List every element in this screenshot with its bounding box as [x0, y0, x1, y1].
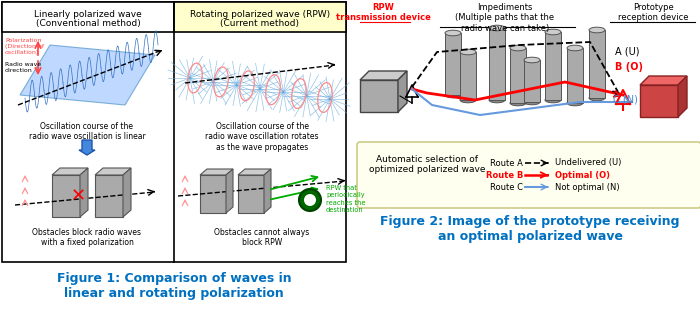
Text: Figure 2: Image of the prototype receiving
an optimal polarized wave: Figure 2: Image of the prototype receivi… — [380, 215, 680, 243]
FancyBboxPatch shape — [357, 142, 700, 208]
Text: RPW
transmission device: RPW transmission device — [335, 3, 430, 22]
Polygon shape — [678, 76, 687, 117]
Ellipse shape — [524, 57, 540, 63]
Ellipse shape — [545, 29, 561, 35]
Polygon shape — [360, 71, 407, 80]
Ellipse shape — [524, 99, 540, 105]
Text: (Conventional method): (Conventional method) — [36, 19, 141, 28]
Text: Route B: Route B — [486, 170, 523, 180]
Ellipse shape — [489, 25, 505, 31]
Bar — [545, 32, 561, 100]
Text: Not optimal (N): Not optimal (N) — [555, 182, 620, 192]
Text: Obstacles cannot always
block RPW: Obstacles cannot always block RPW — [214, 228, 309, 247]
Polygon shape — [80, 168, 88, 217]
Polygon shape — [640, 76, 687, 85]
Text: Impediments
(Multiple paths that the
radio wave can take): Impediments (Multiple paths that the rad… — [456, 3, 554, 33]
Bar — [2, 2, 346, 262]
Bar — [360, 80, 398, 112]
Bar — [524, 60, 540, 102]
Text: Obstacles block radio waves
with a fixed polarization: Obstacles block radio waves with a fixed… — [32, 228, 141, 247]
Ellipse shape — [545, 97, 561, 103]
Text: Route A: Route A — [490, 158, 523, 168]
Bar — [510, 48, 526, 103]
Polygon shape — [264, 169, 271, 213]
Text: RPW that
periodically
reaches the
destination: RPW that periodically reaches the destin… — [326, 185, 365, 214]
Bar — [567, 48, 583, 103]
Text: Route C: Route C — [490, 182, 523, 192]
Text: Figure 1: Comparison of waves in
linear and rotating polarization: Figure 1: Comparison of waves in linear … — [57, 272, 291, 300]
Text: Linearly polarized wave: Linearly polarized wave — [34, 10, 142, 19]
Polygon shape — [226, 169, 233, 213]
Ellipse shape — [445, 92, 461, 98]
Circle shape — [304, 194, 316, 206]
Text: Automatic selection of
optimized polarized wave: Automatic selection of optimized polariz… — [369, 155, 485, 175]
Polygon shape — [238, 169, 271, 175]
Bar — [445, 33, 461, 95]
FancyArrow shape — [79, 140, 95, 155]
Ellipse shape — [460, 49, 476, 55]
Ellipse shape — [567, 100, 583, 106]
Polygon shape — [200, 169, 233, 175]
Text: Oscillation course of the
radio wave oscillation is linear: Oscillation course of the radio wave osc… — [29, 122, 146, 141]
Bar — [95, 175, 123, 217]
Polygon shape — [52, 168, 88, 175]
Text: Rotating polarized wave (RPW): Rotating polarized wave (RPW) — [190, 10, 330, 19]
Ellipse shape — [589, 27, 605, 33]
Ellipse shape — [445, 30, 461, 36]
Bar — [2, 2, 174, 32]
Text: Optimal (O): Optimal (O) — [555, 170, 610, 180]
Text: Prototype
reception device: Prototype reception device — [617, 3, 688, 22]
Ellipse shape — [489, 97, 505, 103]
Text: Oscillation course of the
radio wave oscillation rotates
as the wave propagates: Oscillation course of the radio wave osc… — [205, 122, 318, 152]
Polygon shape — [95, 168, 131, 175]
Ellipse shape — [589, 95, 605, 101]
Text: Radio wave
direction: Radio wave direction — [5, 62, 41, 73]
Bar — [460, 52, 476, 100]
Polygon shape — [123, 168, 131, 217]
Polygon shape — [20, 45, 155, 105]
Text: Undelivered (U): Undelivered (U) — [555, 158, 622, 168]
Polygon shape — [398, 71, 407, 112]
Bar — [174, 2, 346, 32]
Ellipse shape — [510, 100, 526, 106]
Text: C (N): C (N) — [613, 95, 638, 105]
Bar — [589, 30, 605, 98]
Circle shape — [299, 189, 321, 211]
Bar — [52, 175, 80, 217]
Ellipse shape — [460, 97, 476, 103]
Text: A (U): A (U) — [615, 47, 640, 57]
Text: (Current method): (Current method) — [220, 19, 300, 28]
Bar — [640, 85, 678, 117]
Text: B (O): B (O) — [615, 62, 643, 72]
Ellipse shape — [567, 45, 583, 51]
Bar — [238, 175, 264, 213]
Bar — [200, 175, 226, 213]
Text: ✕: ✕ — [71, 187, 85, 205]
Ellipse shape — [510, 45, 526, 51]
Bar — [489, 28, 505, 100]
Text: Polarization
(Direction of
oscillation): Polarization (Direction of oscillation) — [5, 38, 44, 55]
